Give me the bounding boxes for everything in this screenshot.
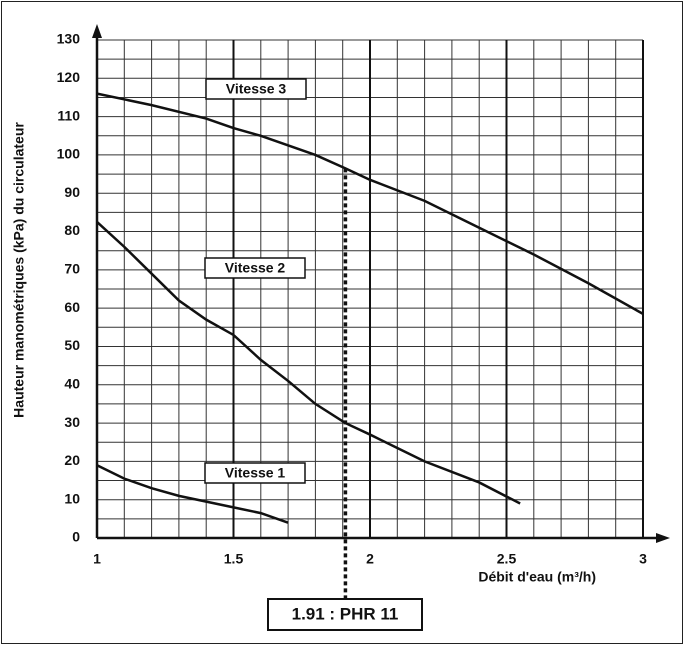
y-tick-label: 120 bbox=[57, 69, 81, 85]
y-tick-label: 50 bbox=[64, 337, 80, 353]
legend-label: Vitesse 1 bbox=[225, 465, 286, 481]
annotation-label: 1.91 : PHR 11 bbox=[292, 604, 399, 623]
series-line bbox=[96, 221, 521, 505]
legend-box bbox=[204, 257, 306, 279]
y-tick-label: 40 bbox=[64, 375, 80, 391]
x-axis-title: Débit d'eau (m³/h) bbox=[478, 569, 596, 585]
y-tick-label: 60 bbox=[64, 299, 80, 315]
y-tick-label: 20 bbox=[64, 452, 80, 468]
y-tick-label: 0 bbox=[72, 529, 80, 545]
y-axis-title: Hauteur manométriques (kPa) du circulate… bbox=[11, 122, 27, 418]
annotation-box bbox=[267, 598, 423, 631]
legend-box bbox=[205, 78, 307, 100]
x-tick-label: 1.5 bbox=[224, 551, 244, 567]
legend-box bbox=[204, 462, 306, 484]
y-tick-label: 100 bbox=[57, 146, 81, 162]
y-tick-label: 70 bbox=[64, 261, 80, 277]
x-tick-label: 1 bbox=[93, 551, 101, 567]
x-tick-label: 2.5 bbox=[497, 551, 517, 567]
y-tick-label: 110 bbox=[57, 107, 80, 123]
x-tick-label: 3 bbox=[639, 551, 647, 567]
y-tick-label: 90 bbox=[64, 184, 80, 200]
y-tick-label: 130 bbox=[57, 31, 81, 47]
x-tick-label: 2 bbox=[366, 551, 374, 567]
x-axis-arrow bbox=[656, 533, 670, 543]
series-line bbox=[96, 464, 289, 524]
legend-label: Vitesse 3 bbox=[226, 81, 287, 97]
y-tick-label: 80 bbox=[64, 222, 80, 238]
y-tick-label: 10 bbox=[64, 490, 80, 506]
y-tick-label: 30 bbox=[64, 414, 80, 430]
y-axis-arrow bbox=[92, 24, 102, 38]
legend-label: Vitesse 2 bbox=[225, 260, 286, 276]
